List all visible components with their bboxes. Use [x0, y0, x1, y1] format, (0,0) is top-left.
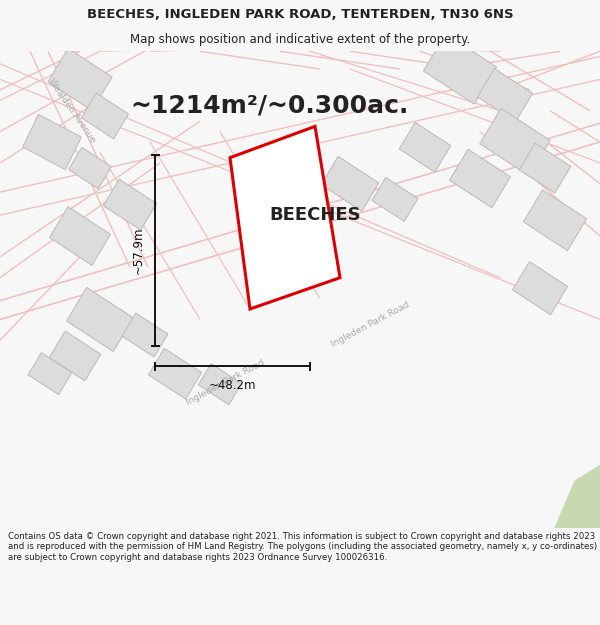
- Bar: [82, 93, 128, 139]
- Bar: [449, 149, 511, 208]
- Bar: [148, 348, 202, 399]
- Text: ~1214m²/~0.300ac.: ~1214m²/~0.300ac.: [131, 94, 409, 118]
- Polygon shape: [230, 126, 340, 309]
- Text: BEECHES: BEECHES: [269, 206, 361, 224]
- Bar: [122, 313, 168, 357]
- Bar: [199, 364, 242, 405]
- Bar: [399, 122, 451, 172]
- Text: Ingleden Park Road: Ingleden Park Road: [184, 357, 266, 406]
- Bar: [519, 143, 571, 193]
- Bar: [49, 331, 101, 381]
- Polygon shape: [555, 466, 600, 528]
- Text: ~57.9m: ~57.9m: [132, 226, 145, 274]
- Bar: [480, 108, 550, 176]
- Bar: [321, 156, 379, 211]
- Text: Contains OS data © Crown copyright and database right 2021. This information is : Contains OS data © Crown copyright and d…: [8, 532, 597, 562]
- Bar: [523, 190, 587, 251]
- Bar: [478, 69, 533, 122]
- Bar: [372, 177, 418, 221]
- Bar: [68, 148, 112, 189]
- Bar: [50, 207, 110, 265]
- Bar: [424, 34, 497, 104]
- Text: ~48.2m: ~48.2m: [209, 379, 256, 392]
- Bar: [67, 288, 133, 351]
- Text: Ingleden Park Road: Ingleden Park Road: [329, 300, 410, 349]
- Bar: [23, 114, 82, 169]
- Bar: [48, 48, 112, 111]
- Text: Wealden Avenue: Wealden Avenue: [47, 77, 97, 144]
- Text: BEECHES, INGLEDEN PARK ROAD, TENTERDEN, TN30 6NS: BEECHES, INGLEDEN PARK ROAD, TENTERDEN, …: [86, 8, 514, 21]
- Bar: [512, 261, 568, 315]
- Bar: [103, 179, 157, 230]
- Bar: [28, 352, 72, 395]
- Text: Map shows position and indicative extent of the property.: Map shows position and indicative extent…: [130, 34, 470, 46]
